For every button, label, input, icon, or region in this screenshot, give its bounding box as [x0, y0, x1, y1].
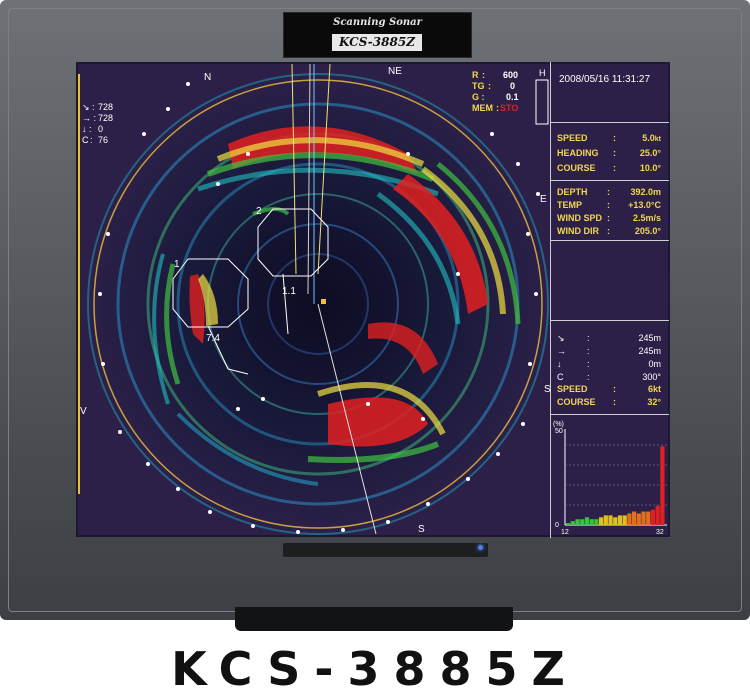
- target-label-2: 2: [256, 206, 262, 217]
- h-indicator-bar: [535, 79, 549, 125]
- svg-text::: :: [90, 135, 93, 145]
- target-dist-depth: ↓:0m: [557, 359, 661, 369]
- svg-text:C: C: [82, 135, 89, 145]
- svg-text:0: 0: [98, 124, 103, 134]
- svg-text:STO: STO: [500, 103, 518, 113]
- svg-text:↓ :: ↓ :: [82, 124, 92, 134]
- histogram-bar: [580, 519, 585, 525]
- svg-text::: :: [488, 81, 491, 91]
- target-label-1-1: 1.1: [282, 286, 296, 297]
- compass-se: S: [544, 384, 551, 395]
- svg-text:728: 728: [98, 102, 113, 112]
- histogram-bar: [622, 515, 627, 525]
- target-label-7-4: 7.4: [206, 333, 220, 344]
- target-markers: [172, 208, 329, 375]
- histogram-ymin-label: 0: [555, 522, 559, 529]
- svg-text:76: 76: [98, 135, 108, 145]
- histogram-bar: [575, 519, 580, 525]
- histogram-bar: [608, 515, 613, 525]
- histogram-xmax-label: 32: [656, 529, 664, 536]
- course-row: COURSE:10.0°: [557, 163, 661, 173]
- svg-text::: :: [496, 103, 499, 113]
- model-caption: KCS-3885Z: [171, 642, 579, 696]
- svg-text:728: 728: [98, 113, 113, 123]
- range-dots: [98, 82, 540, 534]
- compass-w: V: [80, 406, 87, 417]
- target-course: COURSE:32°: [557, 397, 661, 407]
- temp-row: TEMP: +13.0°C: [557, 200, 661, 210]
- target-marker-2: [257, 208, 329, 277]
- histogram-bar: [632, 511, 637, 525]
- svg-text:TG: TG: [472, 81, 485, 91]
- depth-row: DEPTH:392.0m: [557, 187, 661, 197]
- svg-text:↘ :: ↘ :: [82, 102, 95, 112]
- own-ship-icon: [321, 299, 326, 304]
- target-marker-1: [172, 258, 249, 328]
- histogram-chart: (%) 50 0 12 32: [553, 421, 667, 536]
- compass-n: N: [204, 72, 211, 83]
- env-section: DEPTH:392.0m TEMP: +13.0°C WIND SPD:2.5m/…: [550, 180, 669, 241]
- front-slot: [283, 543, 488, 557]
- svg-text:MEM: MEM: [472, 103, 493, 113]
- badge-model: KCS-3885Z: [332, 34, 422, 51]
- brand-badge: Scanning Sonar KCS-3885Z: [283, 12, 472, 58]
- datetime: 2008/05/16 11:31:27: [559, 74, 651, 85]
- badge-title: Scanning Sonar: [333, 17, 422, 28]
- compass-s: S: [418, 524, 425, 535]
- histogram-bar: [650, 509, 656, 525]
- histogram-bar: [655, 505, 660, 525]
- range-readout: R: 600 TG: 0 G : 0.1 MEM: STO: [472, 70, 519, 113]
- svg-text::: :: [482, 70, 485, 80]
- heading-row: HEADING:25.0°: [557, 148, 661, 158]
- power-led-icon: [478, 545, 483, 550]
- blank-section: [550, 240, 669, 321]
- cursor-readout: ↘ :728 → :728 ↓ : 0 C:76: [82, 102, 113, 145]
- histogram-bar: [660, 446, 665, 525]
- compass-ne: NE: [388, 66, 402, 77]
- target-bearing: C:300°: [557, 372, 661, 382]
- histogram-unit-label: (%): [553, 421, 564, 428]
- histogram-bar: [594, 519, 599, 525]
- svg-text:600: 600: [503, 70, 518, 80]
- speed-row: SPEED: 5.0kt: [557, 133, 661, 143]
- histogram-bar: [584, 517, 590, 525]
- histogram-bar: [570, 521, 575, 525]
- histogram-bar: [589, 519, 594, 525]
- histogram-bar: [646, 511, 651, 525]
- bearing-lines: [291, 64, 377, 535]
- target-speed: SPEED:6kt: [557, 384, 661, 394]
- svg-text:→ :: → :: [82, 113, 96, 123]
- nav-section: SPEED: 5.0kt HEADING:25.0° COURSE:10.0°: [550, 122, 669, 181]
- histogram-bar: [636, 513, 641, 525]
- datetime-section: 2008/05/16 11:31:27: [550, 62, 669, 122]
- histogram-section: (%) 50 0 12 32: [550, 414, 669, 538]
- info-panel: 2008/05/16 11:31:27 SPEED: 5.0kt HEADING…: [550, 62, 670, 538]
- target-dist-diag: ↘:245m: [557, 333, 661, 343]
- svg-text:0.1: 0.1: [506, 92, 519, 102]
- histogram-bar: [566, 523, 571, 525]
- histogram-xmin-label: 12: [561, 529, 569, 536]
- histogram-bar: [599, 517, 604, 525]
- echo-field: [86, 72, 550, 535]
- wind-spd-row: WIND SPD:2.5m/s: [557, 213, 661, 223]
- sonar-display[interactable]: N NE E S S V 1 2 1.1 7.4 ↘ :728 → :728 ↓…: [78, 64, 670, 537]
- color-scale-bar: [78, 74, 80, 494]
- monitor-stand: [235, 607, 513, 631]
- histogram-ymax-label: 50: [555, 428, 563, 435]
- svg-text:R: R: [472, 70, 479, 80]
- sonar-screen[interactable]: N NE E S S V 1 2 1.1 7.4 ↘ :728 → :728 ↓…: [76, 62, 670, 537]
- h-indicator-label: H: [539, 68, 546, 78]
- histogram-bar: [627, 513, 632, 525]
- target-dist-horiz: →:245m: [557, 346, 661, 356]
- wind-dir-row: WIND DIR:205.0°: [557, 226, 661, 236]
- target-label-1: 1: [174, 259, 180, 270]
- histogram-bar: [641, 511, 646, 525]
- svg-text:0: 0: [510, 81, 515, 91]
- compass-e: E: [540, 194, 547, 205]
- histogram-bar: [613, 517, 618, 525]
- histogram-bar: [617, 515, 623, 525]
- histogram-bar: [603, 515, 608, 525]
- svg-text:G :: G :: [472, 92, 485, 102]
- target-info-section: ↘:245m →:245m ↓:0m C:300° SPEED:6kt COUR…: [550, 320, 669, 415]
